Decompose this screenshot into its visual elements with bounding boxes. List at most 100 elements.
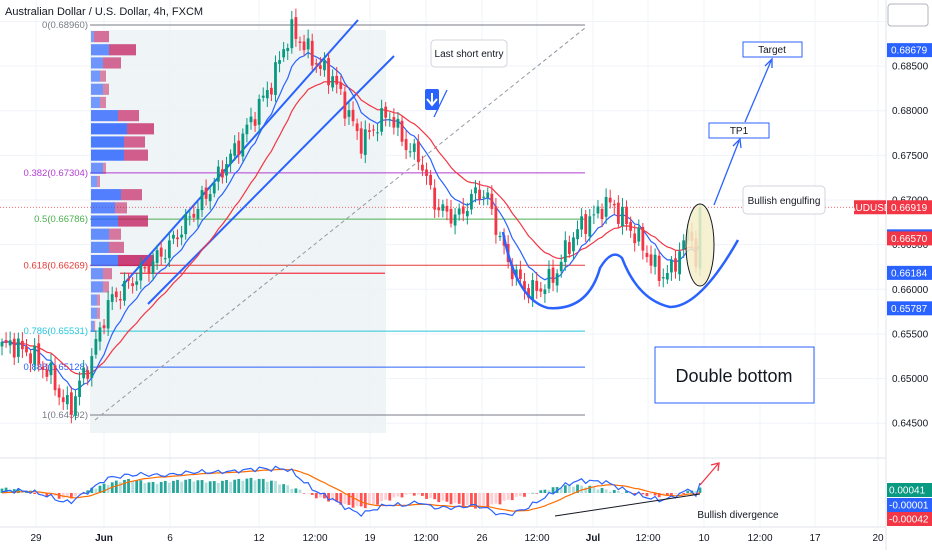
candle-body — [482, 196, 486, 198]
macd-histogram-bar — [367, 493, 371, 506]
price-tag — [887, 301, 932, 316]
candle-body — [237, 140, 241, 155]
macd-histogram-bar — [351, 493, 355, 508]
macd-histogram-bar — [486, 493, 490, 508]
divergence-line[interactable] — [554, 493, 701, 517]
volume-profile-up-bar — [91, 96, 100, 109]
macd-histogram-bar — [470, 493, 473, 507]
tp1-callout[interactable]: TP1 — [708, 122, 770, 139]
volume-profile-up-bar — [91, 110, 118, 122]
candle-body — [584, 214, 588, 234]
macd-histogram-bar — [196, 480, 200, 493]
projection-arrows — [433, 57, 773, 206]
volume-profile-down-bar — [127, 123, 154, 135]
candle-body — [212, 183, 216, 194]
candle-body — [625, 206, 628, 224]
macd-histogram-bar — [604, 489, 608, 493]
macd-histogram-bar — [237, 478, 241, 493]
macd-indicator[interactable] — [0, 465, 702, 517]
macd-histogram-bar — [135, 480, 139, 493]
candle-body — [380, 108, 384, 132]
candle-body — [123, 281, 126, 301]
macd-histogram-bar — [539, 490, 543, 493]
candle-body — [392, 117, 396, 128]
price-axis[interactable]: 0.690000.685000.680000.675000.670000.665… — [892, 17, 929, 430]
volume-profile-up-bar — [91, 149, 124, 161]
candle-body — [339, 82, 343, 89]
candle-body — [270, 87, 273, 95]
candle-body — [661, 277, 665, 279]
macd-histogram-bar — [441, 493, 445, 501]
volume-profile-up-bar — [91, 241, 109, 253]
channel-lower-line[interactable] — [147, 55, 395, 305]
macd-histogram-bar — [139, 480, 143, 493]
macd-histogram-bar — [278, 484, 281, 493]
bullish-engulfing-highlight[interactable] — [685, 203, 715, 287]
candle-body — [172, 234, 175, 239]
macd-histogram-bar — [339, 493, 343, 505]
candle-body — [278, 60, 281, 64]
volume-profile-down-bar — [100, 96, 106, 109]
price-tick-label: 0.64500 — [892, 419, 929, 430]
candle-body — [204, 187, 208, 199]
macd-histogram-bar — [347, 493, 351, 505]
candle-body — [486, 192, 490, 198]
price-axis-settings-button[interactable] — [887, 3, 929, 27]
volume-profile-up-bar — [91, 254, 118, 267]
volume-profile-down-bar — [103, 281, 109, 293]
macd-value-label: -0.00042 — [889, 515, 929, 526]
volume-profile-down-bar — [103, 57, 121, 69]
candle-body — [249, 116, 253, 123]
macd-histogram-bar — [4, 487, 8, 493]
macd-histogram-bar — [498, 493, 502, 505]
macd-histogram-bar — [286, 485, 290, 493]
candle-body — [225, 164, 228, 176]
candle-body — [608, 197, 612, 203]
price-tags: 0.68679AUDUSD0.669190.665930.665700.6618… — [849, 43, 932, 316]
volume-profile-down-bar — [109, 44, 136, 56]
svg-text:TP1: TP1 — [730, 126, 749, 137]
macd-histogram-bar — [523, 493, 526, 497]
last-short-entry-callout[interactable]: Last short entry — [430, 39, 508, 68]
macd-histogram-bar — [8, 490, 12, 493]
candle-body — [143, 267, 147, 269]
macd-value-label: -0.00001 — [889, 501, 929, 512]
price-tick-label: 0.65000 — [892, 374, 929, 385]
candle-body — [531, 280, 535, 300]
double-bottom-label-box[interactable]: Double bottom — [654, 346, 815, 404]
candle-body — [559, 261, 563, 272]
bullish-engulfing-callout[interactable]: Bullish engulfing — [742, 185, 826, 215]
candle-body — [78, 380, 81, 397]
candle-body — [470, 193, 473, 210]
fib-level-label: 1(0.64592) — [42, 410, 88, 421]
time-axis[interactable]: 29 Jun 6 12 12:00 19 12:00 26 12:00 Jul 12:00 10 12:… — [30, 533, 884, 544]
macd-histogram-bar — [563, 485, 567, 493]
candle-body — [33, 345, 37, 365]
macd-histogram-bar — [143, 483, 147, 493]
fib-level-label: 0(0.68960) — [42, 20, 88, 31]
candle-body — [294, 17, 298, 39]
macd-histogram-bar — [457, 493, 461, 504]
macd-histogram-bar — [551, 487, 555, 493]
candle-body — [261, 95, 265, 98]
macd-histogram-bar — [335, 493, 339, 502]
candle-body — [421, 164, 424, 171]
macd-histogram-bar — [90, 487, 94, 493]
macd-histogram-bar — [33, 493, 37, 495]
candle-body — [412, 143, 416, 152]
macd-histogram-bar — [621, 492, 624, 494]
candle-body — [327, 58, 330, 86]
macd-histogram-bar — [45, 493, 49, 497]
candle-body — [600, 208, 604, 220]
macd-histogram-bar — [282, 484, 286, 493]
macd-histogram-bar — [147, 482, 151, 493]
target-callout[interactable]: Target — [742, 41, 803, 58]
candle-body — [286, 47, 290, 52]
volume-profile-down-bar — [97, 175, 100, 188]
volume-profile-up-bar — [91, 202, 115, 214]
double-bottom-curve[interactable] — [501, 231, 740, 310]
macd-histogram-bar — [518, 493, 522, 497]
candle-body — [604, 197, 608, 217]
